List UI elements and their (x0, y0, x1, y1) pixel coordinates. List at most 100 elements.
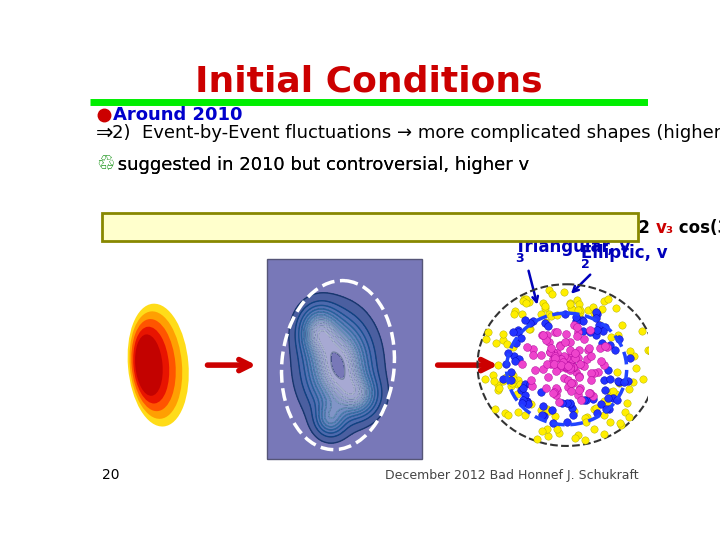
Point (547, 348, 559, 356)
Point (513, 408, 524, 416)
Ellipse shape (130, 312, 182, 419)
Point (521, 397, 533, 406)
Point (488, 377, 500, 386)
Point (536, 330, 548, 339)
Point (482, 328, 494, 336)
Point (492, 381, 504, 389)
Point (505, 376, 517, 384)
Point (548, 389, 559, 398)
Point (572, 306, 583, 315)
Point (612, 377, 624, 386)
Point (587, 395, 598, 404)
Point (565, 387, 577, 395)
Point (541, 330, 553, 339)
Point (522, 399, 534, 407)
Point (644, 347, 655, 355)
Point (493, 383, 505, 392)
Point (578, 335, 590, 343)
Point (590, 308, 602, 316)
Point (560, 363, 572, 372)
Point (561, 399, 572, 407)
Point (602, 394, 613, 403)
Point (572, 391, 583, 400)
Point (567, 356, 578, 364)
Point (547, 418, 559, 427)
Point (557, 357, 569, 366)
Point (585, 352, 597, 361)
Point (599, 386, 611, 395)
Bar (266, 259, 422, 459)
Point (498, 335, 509, 344)
Point (573, 345, 585, 354)
Point (567, 364, 578, 373)
Point (560, 361, 572, 369)
Point (576, 361, 588, 369)
Point (590, 331, 602, 340)
Point (565, 355, 577, 364)
Point (527, 345, 539, 353)
Point (525, 399, 536, 408)
Point (505, 382, 517, 390)
Text: 2: 2 (581, 258, 590, 271)
Point (590, 314, 602, 322)
Point (560, 353, 572, 362)
Point (613, 378, 624, 387)
Point (585, 375, 597, 384)
Point (562, 376, 573, 384)
Point (508, 370, 519, 379)
Point (624, 385, 635, 394)
Point (542, 321, 554, 330)
Point (490, 338, 502, 347)
Point (530, 366, 541, 374)
Point (571, 322, 582, 331)
Point (519, 410, 531, 419)
Point (576, 315, 588, 324)
Point (554, 429, 565, 437)
Point (580, 396, 592, 404)
Point (567, 362, 579, 371)
Point (589, 309, 600, 318)
Point (527, 317, 539, 326)
Text: suggested in 2010 but controversial, higher v: suggested in 2010 but controversial, hig… (112, 156, 528, 174)
Point (604, 387, 616, 396)
Point (562, 359, 573, 367)
Point (510, 339, 521, 347)
Point (636, 327, 648, 335)
Point (568, 407, 580, 416)
Point (588, 405, 600, 414)
Point (539, 304, 551, 313)
Point (637, 374, 649, 383)
Point (550, 366, 562, 375)
Point (598, 411, 610, 420)
Text: v₂: v₂ (518, 219, 536, 237)
Point (492, 360, 503, 369)
Point (521, 398, 533, 407)
Point (508, 328, 519, 336)
Text: December 2012 Bad Honnef J. Schukraft: December 2012 Bad Honnef J. Schukraft (385, 469, 639, 482)
Point (554, 341, 565, 350)
Point (564, 299, 576, 307)
Point (565, 379, 577, 388)
Point (569, 354, 580, 363)
Point (608, 387, 619, 396)
Point (585, 328, 596, 337)
Point (572, 296, 583, 305)
Point (554, 342, 566, 350)
Point (630, 364, 642, 373)
Point (555, 361, 567, 369)
Point (498, 329, 509, 338)
Ellipse shape (133, 327, 169, 403)
Point (613, 419, 625, 428)
Point (503, 410, 514, 419)
Point (545, 311, 557, 320)
Point (550, 391, 562, 400)
Point (554, 398, 565, 407)
Point (612, 330, 624, 339)
Point (598, 297, 609, 306)
Text: cos(ϕ)  + 2: cos(ϕ) + 2 (404, 219, 518, 237)
Point (577, 317, 589, 326)
Point (536, 309, 547, 318)
Point (551, 348, 562, 357)
Point (540, 318, 552, 327)
Point (570, 368, 582, 377)
